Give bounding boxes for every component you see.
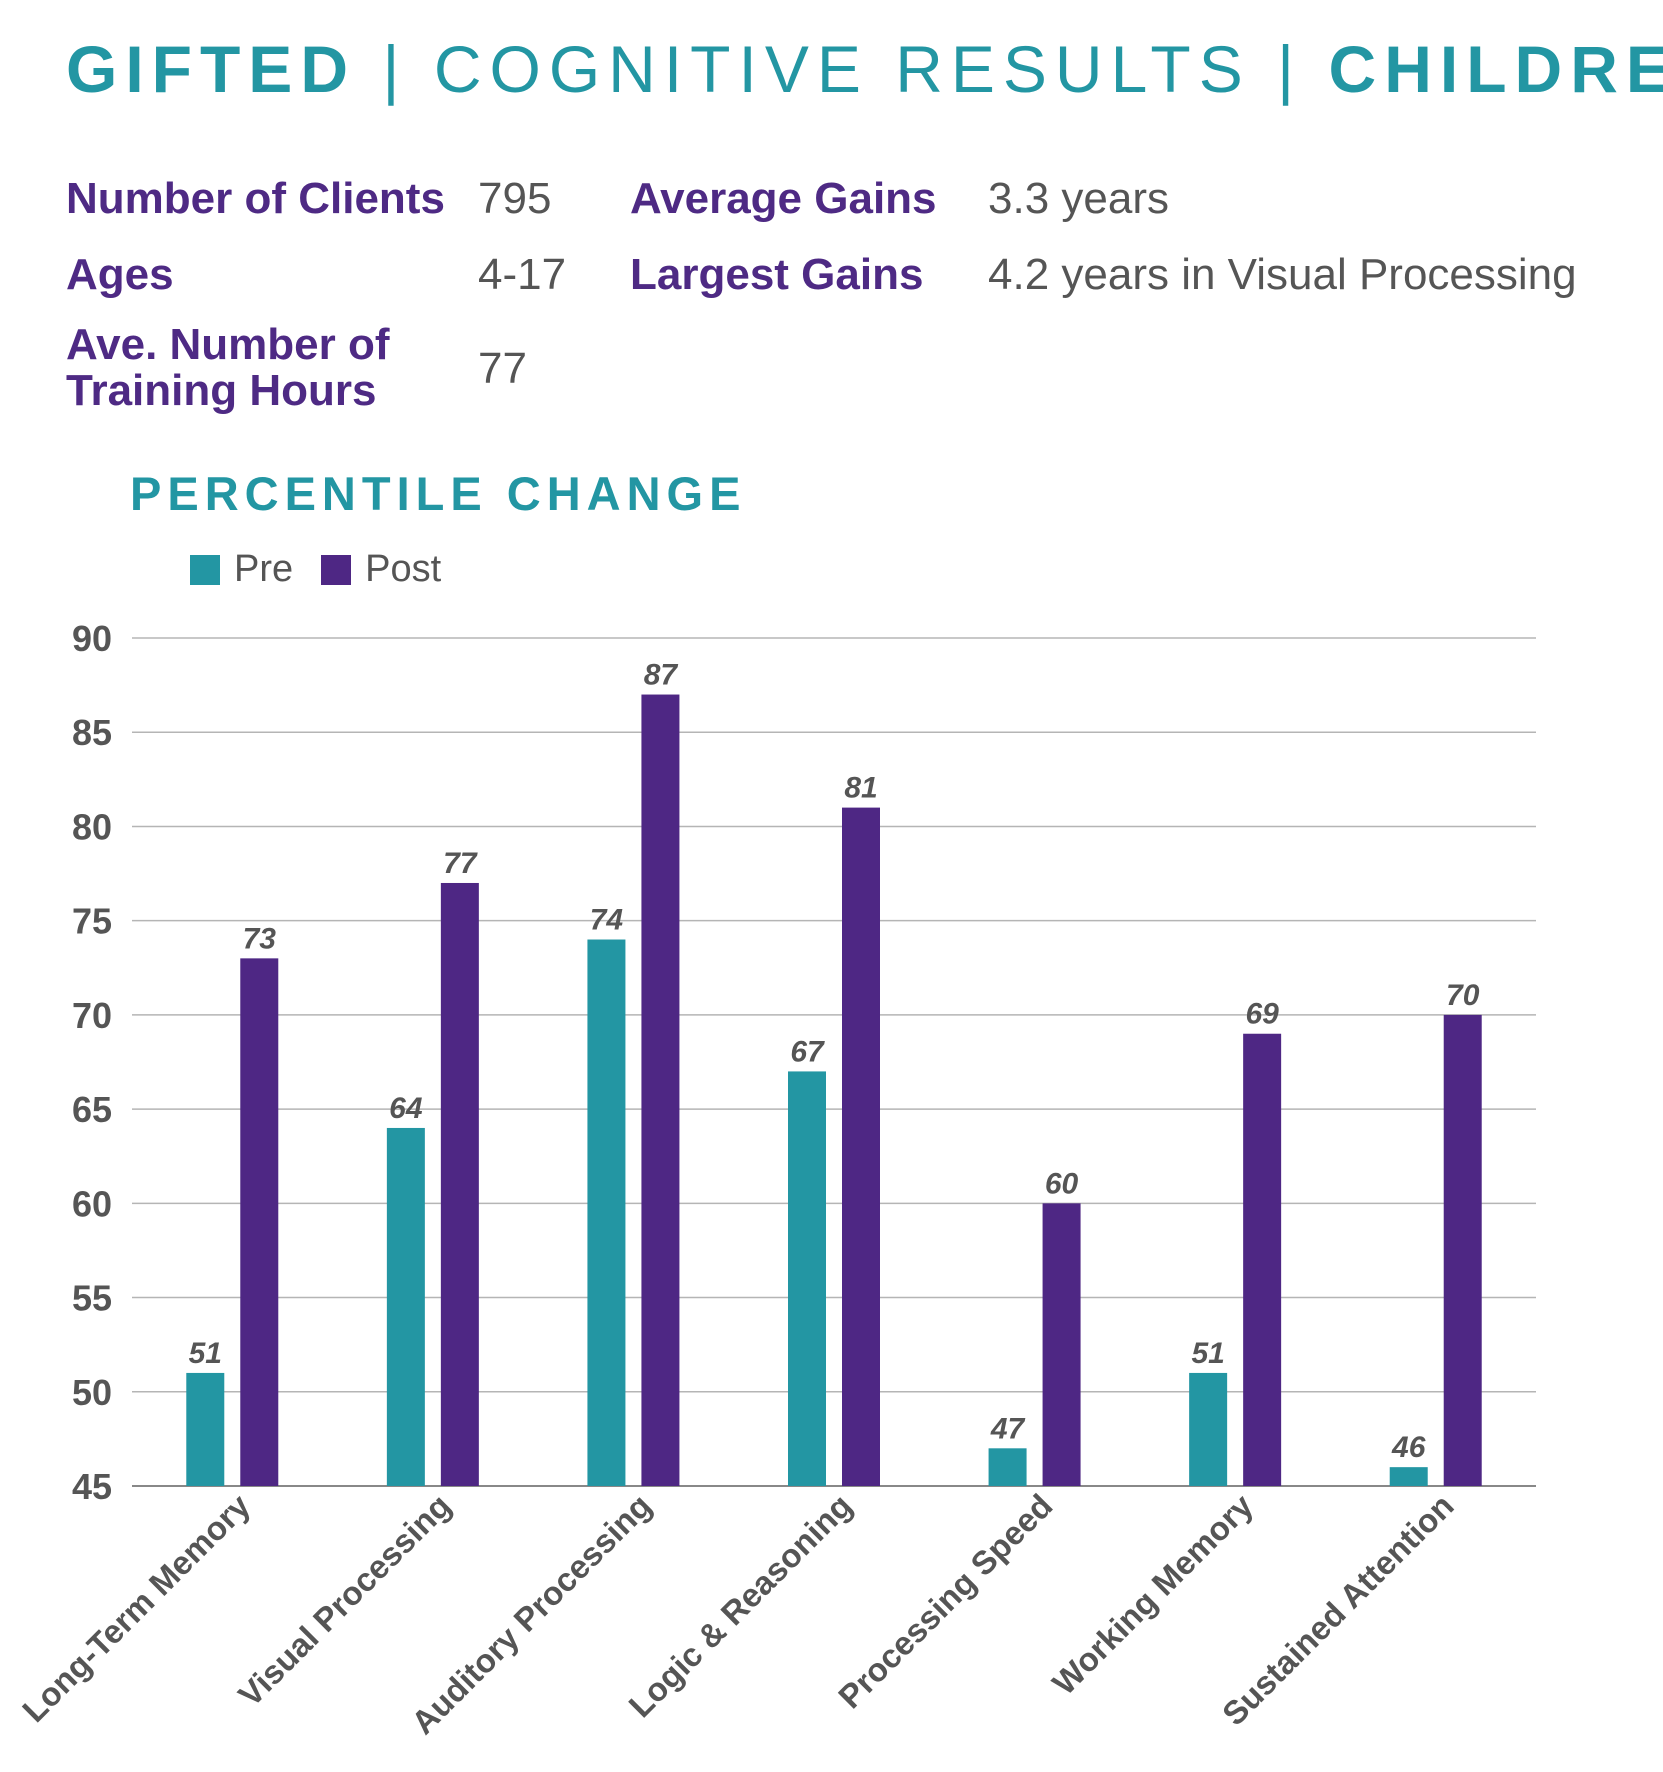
x-tick-label: Sustained Attention [1215, 1487, 1461, 1733]
y-tick-label: 45 [72, 1466, 112, 1507]
ages-label: Ages [66, 250, 174, 299]
ages-value: 4-17 [478, 250, 567, 299]
data-label: 70 [1446, 979, 1480, 1012]
y-tick-label: 50 [72, 1372, 112, 1413]
clients-label: Number of Clients [66, 174, 445, 223]
legend-item-pre: Pre [190, 548, 293, 591]
legend-swatch-pre [190, 554, 220, 585]
header-cognitive-results: COGNITIVE RESULTS [433, 32, 1251, 106]
data-label: 77 [443, 847, 478, 880]
data-label: 64 [389, 1092, 423, 1125]
y-tick-label: 80 [72, 806, 112, 847]
data-label: 51 [1191, 1337, 1224, 1370]
bar-post [641, 694, 680, 1486]
data-label: 47 [990, 1412, 1026, 1445]
x-tick-label: Working Memory [1045, 1486, 1260, 1701]
data-label: 81 [844, 772, 877, 805]
hours-value: 77 [478, 344, 527, 393]
data-label: 87 [644, 659, 679, 692]
data-label: 74 [590, 904, 624, 937]
data-label: 67 [790, 1035, 825, 1068]
bar-pre [386, 1127, 425, 1486]
header-gifted: GIFTED [66, 32, 356, 106]
data-label: 73 [243, 922, 277, 955]
bar-pre [1389, 1467, 1428, 1486]
y-tick-label: 75 [72, 901, 112, 942]
clients-value: 795 [478, 174, 552, 223]
y-tick-label: 55 [72, 1278, 112, 1319]
y-tick-label: 65 [72, 1089, 112, 1130]
bar-pre [788, 1071, 826, 1486]
legend-label-pre: Pre [234, 548, 294, 590]
legend-item-post: Post [321, 548, 441, 591]
data-label: 69 [1245, 998, 1279, 1031]
y-tick-label: 85 [72, 712, 112, 753]
y-tick-label: 70 [72, 995, 112, 1036]
header-separator: | [356, 32, 434, 106]
data-label: 51 [189, 1337, 222, 1370]
bar-post [440, 882, 479, 1486]
bar-post [842, 807, 880, 1486]
bar-post [1042, 1203, 1081, 1486]
bar-post [240, 958, 279, 1486]
legend-swatch-post [321, 554, 352, 585]
data-label: 46 [1391, 1431, 1426, 1464]
x-tick-label: Processing Speed [831, 1487, 1059, 1715]
y-tick-label: 60 [72, 1183, 112, 1224]
average-gains-label: Average Gains [630, 174, 937, 223]
bar-post [1443, 1014, 1482, 1486]
header-separator: | [1250, 32, 1329, 106]
largest-gains-label: Largest Gains [630, 250, 924, 299]
x-tick-label: Long-Term Memory [15, 1486, 258, 1729]
hours-label-line2: Training Hours [66, 366, 377, 415]
hours-label-line1: Ave. Number of [66, 320, 390, 369]
bar-pre [587, 939, 626, 1486]
bar-pre [988, 1448, 1027, 1486]
bar-post [1243, 1033, 1282, 1486]
chart-title: PERCENTILE CHANGE [130, 467, 747, 520]
largest-gains-value: 4.2 years in Visual Processing [988, 250, 1577, 299]
average-gains-value: 3.3 years [988, 174, 1169, 223]
legend: Pre Post [190, 548, 469, 591]
y-tick-label: 90 [72, 618, 112, 659]
x-tick-label: Visual Processing [231, 1487, 458, 1714]
data-label: 60 [1045, 1167, 1079, 1200]
x-tick-label: Logic & Reasoning [621, 1487, 858, 1724]
legend-label-post: Post [365, 548, 442, 590]
bar-pre [186, 1372, 225, 1486]
bar-pre [1189, 1372, 1228, 1486]
